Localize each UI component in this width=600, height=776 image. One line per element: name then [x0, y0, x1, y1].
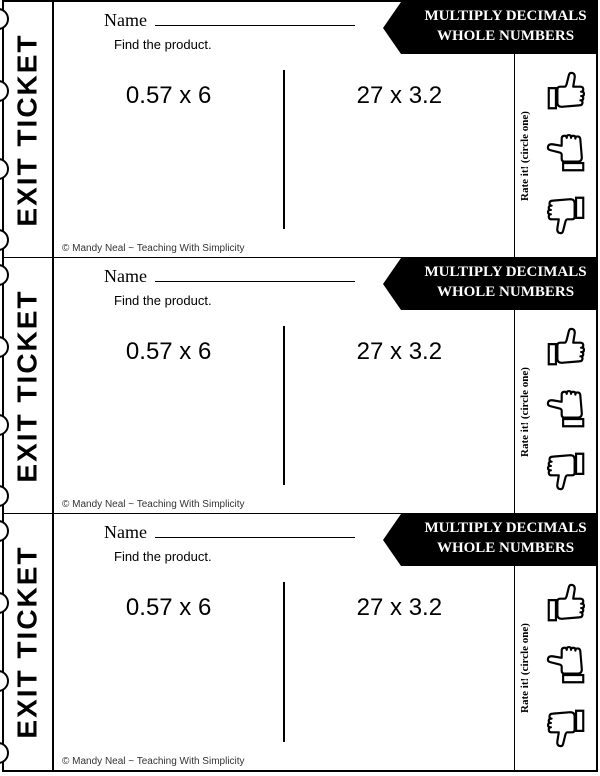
ticket-main: MULTIPLY DECIMALS WHOLE NUMBERS Name Fin… — [54, 258, 596, 513]
name-label: Name — [104, 266, 147, 287]
exit-ticket: EXIT TICKET MULTIPLY DECIMALS WHOLE NUMB… — [4, 258, 596, 514]
name-input-line[interactable] — [155, 10, 355, 26]
rating-box: Rate it! (circle one) — [514, 310, 596, 513]
problem-2: 27 x 3.2 — [285, 62, 514, 237]
name-input-line[interactable] — [155, 522, 355, 538]
name-label: Name — [104, 10, 147, 31]
thumbs-side-icon[interactable] — [543, 386, 589, 437]
thumbs-side-icon[interactable] — [543, 130, 589, 181]
rate-label: Rate it! (circle one) — [519, 367, 531, 457]
thumbs-up-icon[interactable] — [543, 324, 589, 375]
problem-1: 0.57 x 6 — [54, 318, 283, 493]
stub-label: EXIT TICKET — [12, 289, 44, 482]
thumbs-side-icon[interactable] — [543, 642, 589, 693]
ticket-main: MULTIPLY DECIMALS WHOLE NUMBERS Name Fin… — [54, 514, 596, 770]
rate-label: Rate it! (circle one) — [519, 111, 531, 201]
thumbs-up-icon[interactable] — [543, 580, 589, 631]
topic-header: MULTIPLY DECIMALS WHOLE NUMBERS — [401, 258, 596, 310]
problems-area: 0.57 x 6 27 x 3.2 — [54, 318, 514, 493]
stub-label: EXIT TICKET — [12, 545, 44, 738]
copyright-text: © Mandy Neal ~ Teaching With Simplicity — [62, 756, 245, 767]
problem-1: 0.57 x 6 — [54, 574, 283, 750]
thumbs-down-icon[interactable] — [543, 192, 589, 243]
header-line-1: MULTIPLY DECIMALS — [419, 7, 592, 27]
problem-1: 0.57 x 6 — [54, 62, 283, 237]
header-line-1: MULTIPLY DECIMALS — [419, 519, 592, 539]
header-line-1: MULTIPLY DECIMALS — [419, 263, 592, 283]
rating-box: Rate it! (circle one) — [514, 54, 596, 257]
exit-ticket: EXIT TICKET MULTIPLY DECIMALS WHOLE NUMB… — [4, 514, 596, 770]
ticket-stub: EXIT TICKET — [4, 258, 54, 513]
rate-label: Rate it! (circle one) — [519, 623, 531, 713]
topic-header: MULTIPLY DECIMALS WHOLE NUMBERS — [401, 2, 596, 54]
thumbs-down-icon[interactable] — [543, 448, 589, 499]
problem-2: 27 x 3.2 — [285, 574, 514, 750]
exit-ticket: EXIT TICKET MULTIPLY DECIMALS WHOLE NUMB… — [4, 2, 596, 258]
problems-area: 0.57 x 6 27 x 3.2 — [54, 62, 514, 237]
ticket-stub: EXIT TICKET — [4, 514, 54, 770]
problems-area: 0.57 x 6 27 x 3.2 — [54, 574, 514, 750]
header-line-2: WHOLE NUMBERS — [419, 27, 592, 47]
name-input-line[interactable] — [155, 266, 355, 282]
thumbs-up-icon[interactable] — [543, 68, 589, 119]
rating-box: Rate it! (circle one) — [514, 566, 596, 770]
thumbs-down-icon[interactable] — [543, 705, 589, 756]
stub-label: EXIT TICKET — [12, 33, 44, 226]
ticket-stub: EXIT TICKET — [4, 2, 54, 257]
topic-header: MULTIPLY DECIMALS WHOLE NUMBERS — [401, 514, 596, 566]
header-line-2: WHOLE NUMBERS — [419, 539, 592, 559]
problem-2: 27 x 3.2 — [285, 318, 514, 493]
header-line-2: WHOLE NUMBERS — [419, 283, 592, 303]
copyright-text: © Mandy Neal ~ Teaching With Simplicity — [62, 499, 245, 510]
ticket-main: MULTIPLY DECIMALS WHOLE NUMBERS Name Fin… — [54, 2, 596, 257]
copyright-text: © Mandy Neal ~ Teaching With Simplicity — [62, 243, 245, 254]
name-label: Name — [104, 522, 147, 543]
